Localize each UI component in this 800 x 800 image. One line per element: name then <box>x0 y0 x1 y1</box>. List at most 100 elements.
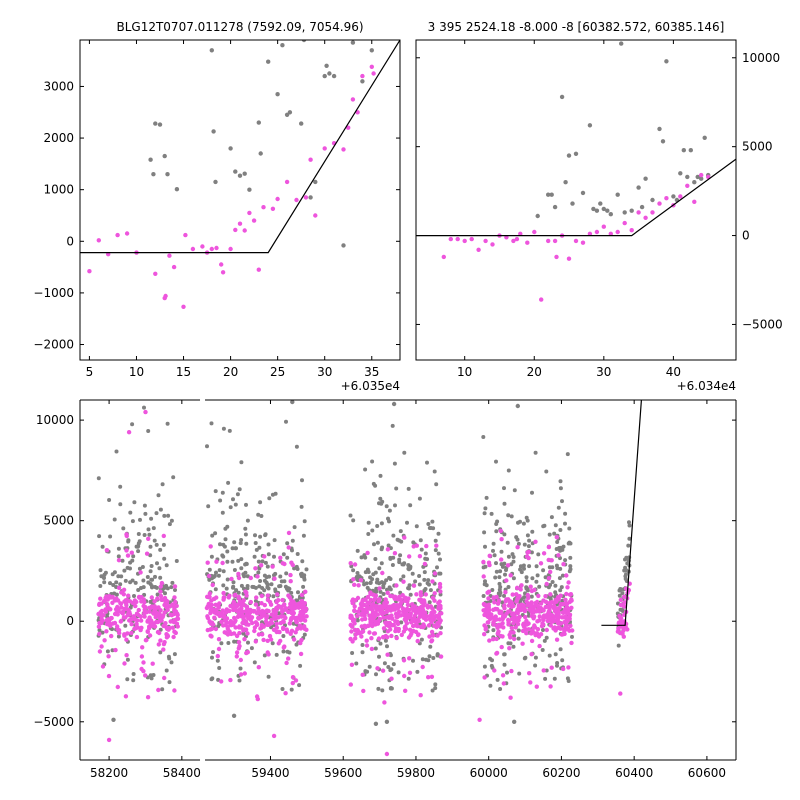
data-point-pink <box>402 535 407 540</box>
data-point-gray <box>355 618 360 623</box>
data-point-pink <box>499 537 504 542</box>
data-point-pink <box>158 584 163 589</box>
data-point-gray <box>253 541 258 545</box>
data-point-pink <box>299 592 305 598</box>
data-point-gray <box>570 201 575 206</box>
data-point-pink <box>118 601 123 606</box>
data-point-gray <box>384 504 389 509</box>
data-point-pink <box>210 582 215 588</box>
data-point-gray <box>563 558 568 563</box>
data-point-gray <box>643 176 648 181</box>
data-point-pink <box>170 602 175 608</box>
data-point-pink <box>629 228 634 233</box>
data-point-pink <box>121 615 127 620</box>
data-point-pink <box>561 562 566 567</box>
data-point-pink <box>127 612 133 617</box>
data-point-gray <box>438 557 442 562</box>
data-point-pink <box>348 682 353 687</box>
data-point-pink <box>431 610 436 615</box>
data-point-pink <box>551 617 556 622</box>
data-point-gray <box>215 658 220 663</box>
data-point-gray <box>402 450 407 455</box>
data-point-pink <box>415 638 420 644</box>
x-offset-label: +6.034e4 <box>677 379 736 393</box>
data-point-pink <box>386 614 392 619</box>
data-point-gray <box>695 174 700 180</box>
data-point-gray <box>244 541 249 546</box>
data-point-pink <box>145 619 150 624</box>
data-point-pink <box>429 638 435 643</box>
data-point-gray <box>149 564 154 568</box>
data-point-pink <box>115 612 120 617</box>
data-point-pink <box>618 691 623 696</box>
data-point-pink <box>380 668 386 673</box>
data-point-gray <box>518 567 523 572</box>
data-point-gray <box>558 528 563 532</box>
data-point-gray <box>483 544 487 549</box>
data-point-gray <box>114 449 119 454</box>
data-point-pink <box>407 656 412 661</box>
data-point-pink <box>232 593 237 598</box>
data-point-gray <box>568 555 573 560</box>
data-point-gray <box>128 566 132 571</box>
data-point-gray <box>488 656 493 661</box>
data-point-gray <box>162 556 167 561</box>
data-point-gray <box>426 578 431 583</box>
data-point-pink <box>403 618 409 624</box>
data-point-pink <box>352 582 357 587</box>
data-point-gray <box>174 559 179 563</box>
data-point-gray <box>209 421 214 426</box>
data-point-pink <box>483 609 488 614</box>
data-point-gray <box>157 122 163 127</box>
data-point-gray <box>552 676 557 681</box>
data-point-pink <box>548 569 553 575</box>
data-point-gray <box>563 511 568 516</box>
data-point-gray <box>591 206 596 212</box>
data-point-pink <box>263 619 269 624</box>
data-point-gray <box>220 490 225 495</box>
data-point-pink <box>373 595 378 601</box>
data-point-gray <box>205 444 209 449</box>
data-point-pink <box>242 228 247 233</box>
data-point-gray <box>401 562 406 567</box>
data-point-gray <box>428 644 433 649</box>
data-point-gray <box>158 547 163 552</box>
data-point-gray <box>280 687 285 691</box>
data-point-pink <box>559 602 565 607</box>
data-point-pink <box>580 240 586 245</box>
data-point-gray <box>378 496 383 501</box>
data-point-pink <box>124 548 129 553</box>
data-point-pink <box>96 624 102 629</box>
data-point-pink <box>382 610 387 615</box>
data-point-pink <box>413 607 418 613</box>
data-point-gray <box>618 607 623 612</box>
data-point-gray <box>481 435 486 439</box>
data-point-pink <box>350 97 356 102</box>
data-point-gray <box>223 537 228 542</box>
data-point-pink <box>109 633 114 639</box>
data-point-gray <box>380 688 385 693</box>
data-point-pink <box>246 616 251 621</box>
data-point-pink <box>501 681 506 686</box>
data-point-pink <box>135 618 140 623</box>
data-point-pink <box>568 623 573 628</box>
data-point-gray <box>556 505 561 510</box>
data-point-gray <box>301 40 307 43</box>
data-point-gray <box>213 179 218 185</box>
data-point-pink <box>535 608 540 613</box>
data-point-pink <box>144 551 150 556</box>
data-point-gray <box>111 717 116 722</box>
data-point-gray <box>541 568 546 573</box>
data-point-pink <box>436 605 441 610</box>
data-point-pink <box>108 607 113 612</box>
data-point-gray <box>363 467 368 472</box>
data-point-pink <box>414 543 419 548</box>
data-point-pink <box>371 592 376 597</box>
data-point-pink <box>270 564 275 569</box>
data-point-pink <box>164 635 170 640</box>
data-point-pink <box>103 609 109 614</box>
data-point-pink <box>533 539 538 544</box>
data-point-pink <box>566 256 572 261</box>
data-point-gray <box>266 674 271 679</box>
data-point-pink <box>486 596 491 601</box>
